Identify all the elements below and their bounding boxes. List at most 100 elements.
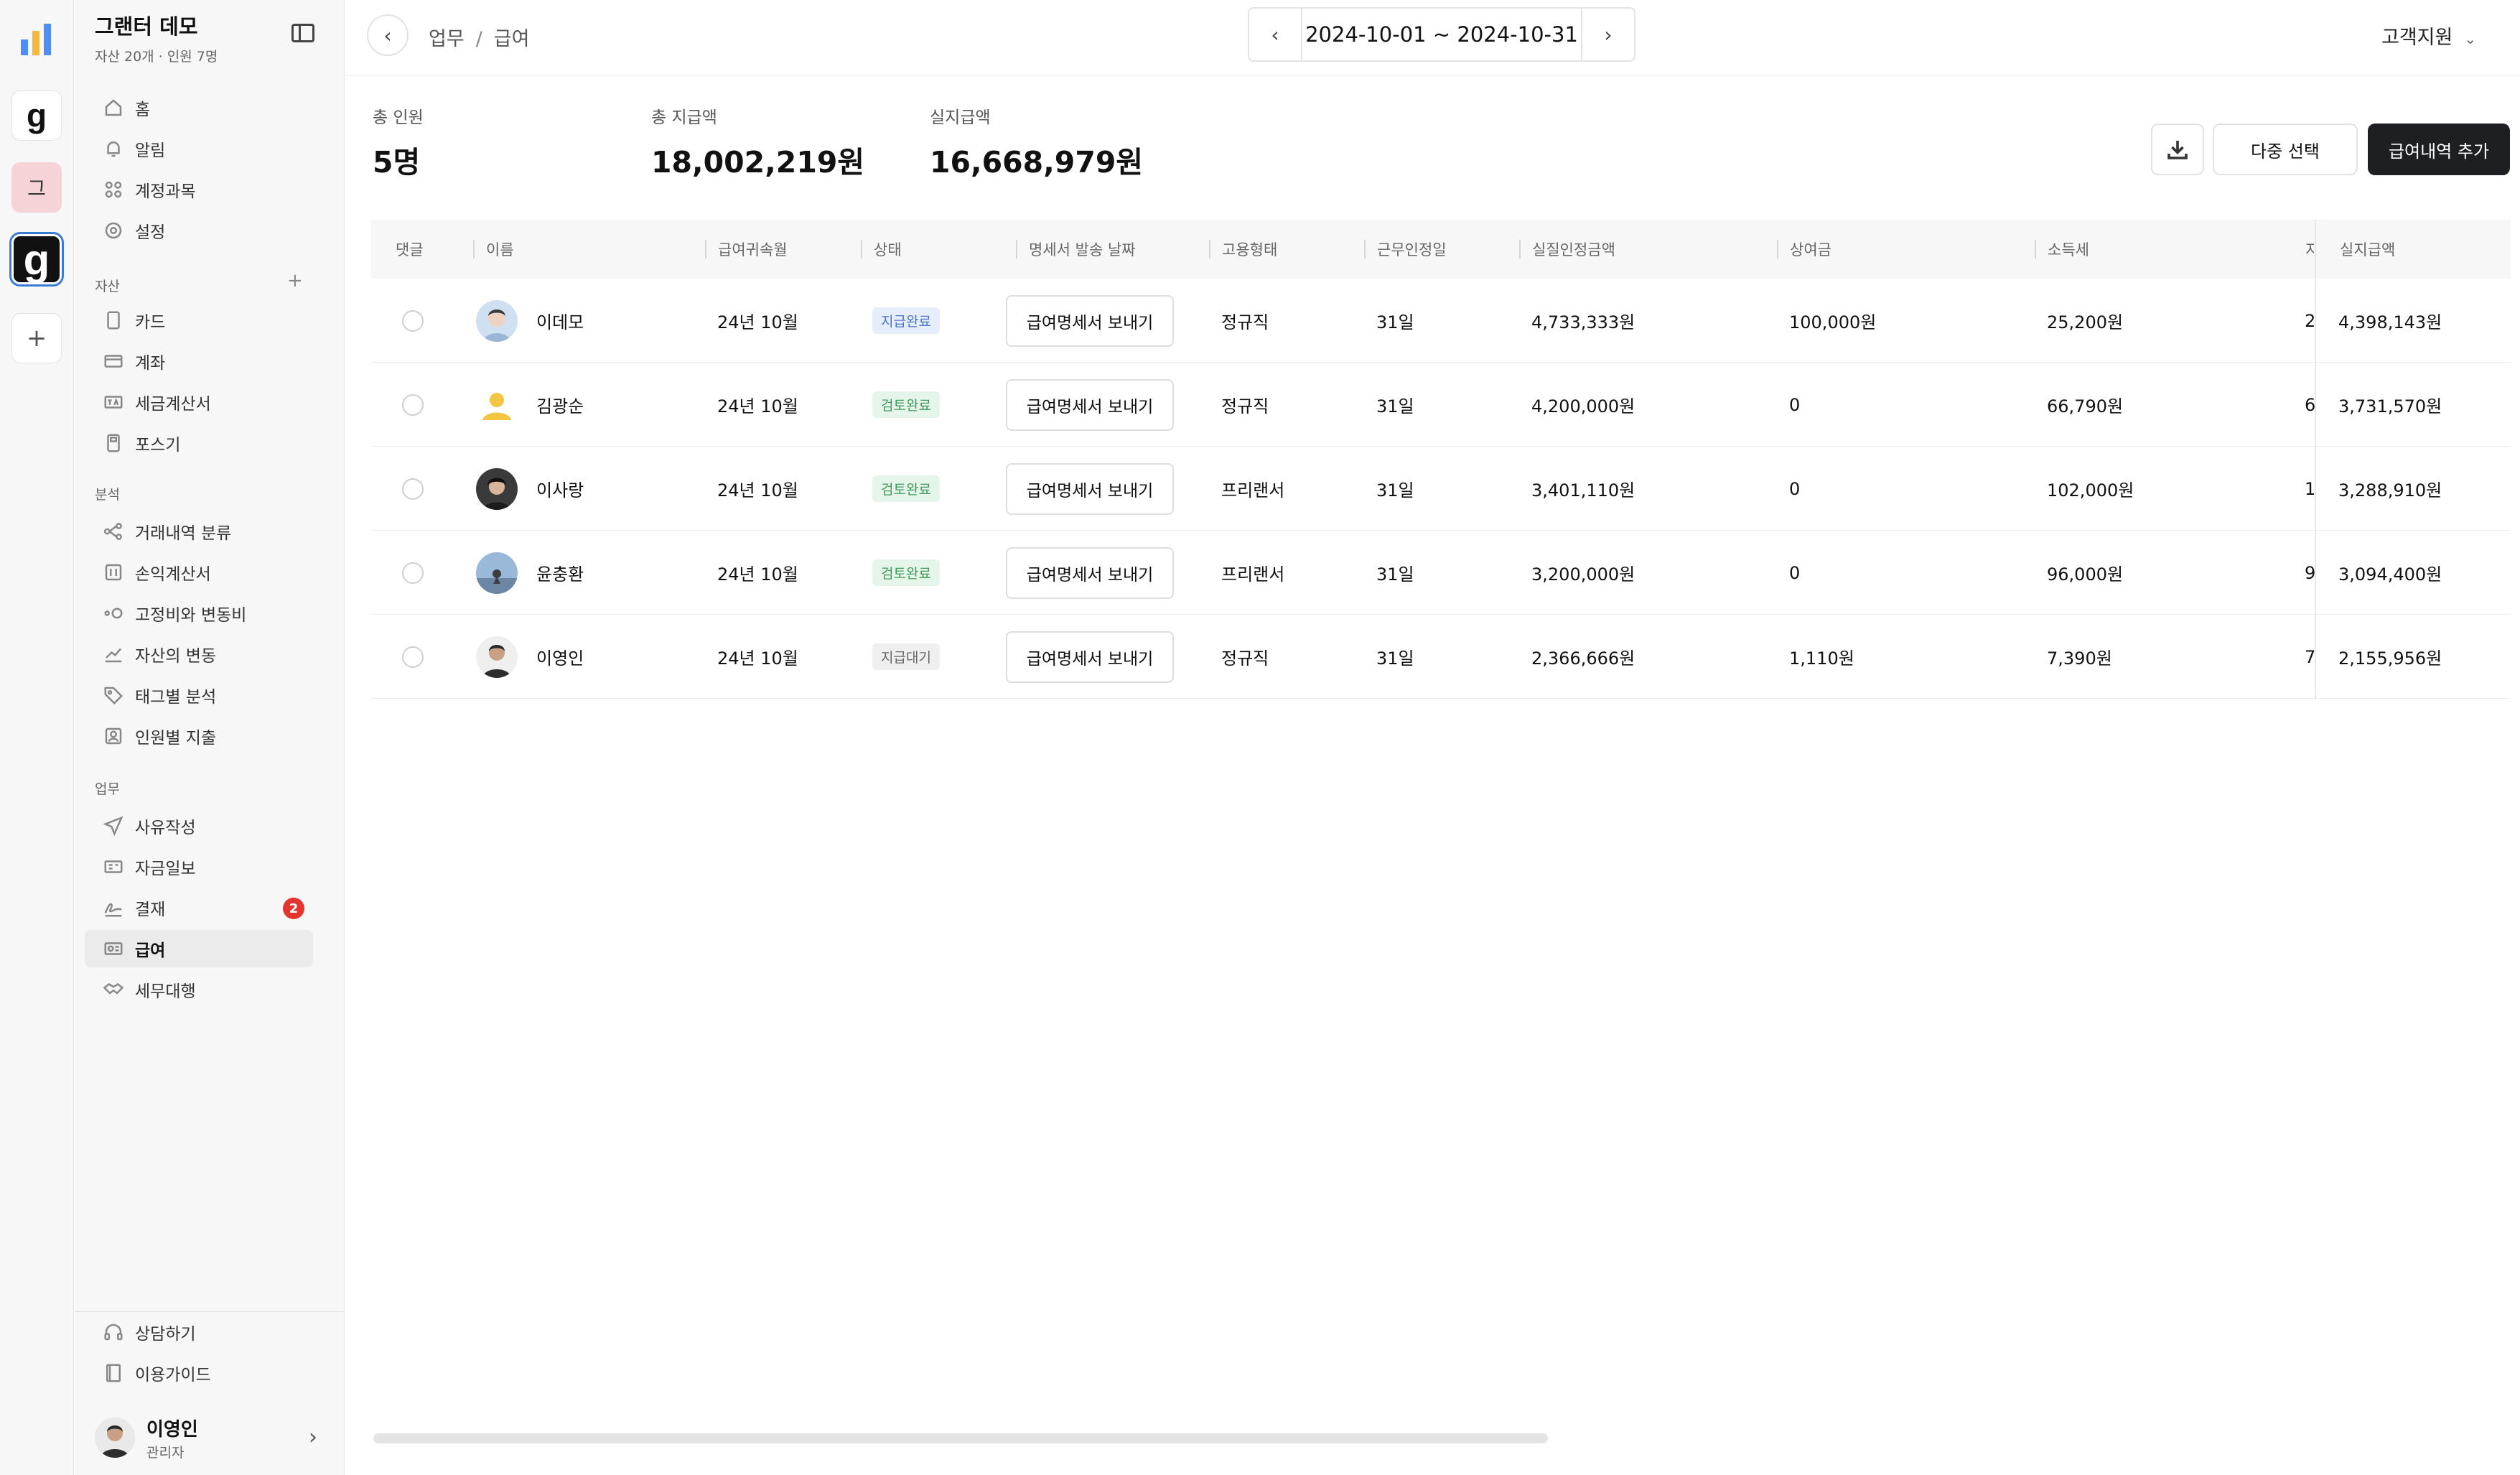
- row-select-radio[interactable]: [402, 478, 424, 500]
- employment-cell: 정규직: [1221, 363, 1269, 447]
- sidebar-item-pnl[interactable]: 손익계산서: [85, 554, 313, 591]
- send-payslip-button[interactable]: 급여명세서 보내기: [1006, 546, 1174, 599]
- recognized-amount: 3,401,110원: [1531, 480, 1635, 501]
- table-row[interactable]: 김광순 24년 10월 검토완료 급여명세서 보내기 정규직 31일 4,200,000원 0…: [371, 363, 2511, 447]
- column-label: 급여귀속월: [718, 241, 788, 259]
- scrollbar-thumb[interactable]: [373, 1433, 1548, 1443]
- row-select-radio[interactable]: [402, 562, 424, 584]
- table-row[interactable]: 윤충환 24년 10월 검토완료 급여명세서 보내기 프리랜서 31일 3,200,000원…: [371, 531, 2511, 615]
- pay-month: 24년 10월: [717, 480, 798, 501]
- sidebar-item-guide[interactable]: 이용가이드: [85, 1354, 313, 1392]
- sidebar-toggle-icon[interactable]: [291, 24, 314, 42]
- column-header-name[interactable]: 이름: [473, 238, 514, 260]
- column-header-local-tax[interactable]: 지: [2305, 238, 2314, 260]
- row-select-radio[interactable]: [402, 646, 424, 668]
- column-header-status[interactable]: 상태: [861, 238, 902, 260]
- bonus-cell: 0: [1789, 363, 1800, 447]
- net-cell: 4,398,143원: [2338, 279, 2442, 363]
- employment-type: 정규직: [1221, 396, 1269, 417]
- table-row[interactable]: 이사랑 24년 10월 검토완료 급여명세서 보내기 프리랜서 31일 3,401,110원…: [371, 447, 2511, 531]
- column-header-month[interactable]: 급여귀속월: [705, 238, 788, 260]
- company-header[interactable]: 그랜터 데모 자산 20개 · 인원 7명: [95, 10, 218, 65]
- column-header-sent-date[interactable]: 명세서 발송 날짜: [1016, 238, 1136, 260]
- column-header-employment[interactable]: 고용형태: [1209, 238, 1277, 260]
- workdays-cell: 31일: [1376, 615, 1414, 699]
- add-workspace-button[interactable]: +: [11, 313, 62, 363]
- sidebar-item-bank[interactable]: 계좌: [85, 343, 313, 380]
- sidebar-item-asset-change[interactable]: 자산의 변동: [85, 636, 313, 673]
- column-header-workdays[interactable]: 근무인정일: [1364, 238, 1447, 260]
- sidebar-item-tag-analysis[interactable]: 태그별 분석: [85, 676, 313, 714]
- sidebar-item-label: 세무대행: [135, 982, 196, 1001]
- sidebar-item-approval[interactable]: 결재: [85, 889, 313, 926]
- column-header-recognized[interactable]: 실질인정금액: [1519, 238, 1615, 260]
- prev-period-button[interactable]: ‹: [1249, 9, 1302, 60]
- workspace-active-button[interactable]: g: [11, 234, 62, 284]
- workspace-k-button[interactable]: 그: [11, 162, 62, 213]
- send-payslip-button[interactable]: 급여명세서 보내기: [1006, 294, 1174, 347]
- chevron-right-icon: ›: [1604, 22, 1613, 47]
- date-range-value[interactable]: 2024-10-01 ~ 2024-10-31: [1305, 22, 1578, 47]
- sidebar-item-alerts[interactable]: 알림: [85, 130, 313, 167]
- sidebar-item-tax-invoice[interactable]: 세금계산서: [85, 383, 313, 421]
- avatar: [95, 1418, 135, 1458]
- sidebar-item-person-spend[interactable]: 인원별 지출: [85, 717, 313, 755]
- sidebar-item-pos[interactable]: 포스기: [85, 424, 313, 462]
- bonus-amount: 0: [1789, 562, 1801, 583]
- employee-name[interactable]: 이영인: [536, 648, 584, 669]
- sidebar-item-home[interactable]: 홈: [85, 89, 313, 126]
- table-row[interactable]: 이데모 24년 10월 지급완료 급여명세서 보내기 정규직 31일 4,733,333원 1…: [371, 279, 2511, 363]
- user-profile[interactable]: 이영인 관리자 ›: [95, 1412, 332, 1464]
- income-tax-amount: 7,390원: [2047, 648, 2112, 669]
- send-payslip-button[interactable]: 급여명세서 보내기: [1006, 378, 1174, 431]
- row-select-radio[interactable]: [402, 394, 424, 416]
- sidebar-item-payroll[interactable]: 급여: [85, 930, 313, 967]
- stat-value: 18,002,219원: [651, 145, 865, 180]
- employee-name[interactable]: 이사랑: [536, 480, 584, 501]
- horizontal-scrollbar[interactable]: [373, 1433, 2315, 1443]
- column-header-comment[interactable]: 댓글: [396, 238, 424, 260]
- employee-name[interactable]: 이데모: [536, 312, 584, 332]
- stat-label: 실지급액: [930, 108, 991, 127]
- support-menu[interactable]: 고객지원 ⌄: [2381, 22, 2476, 50]
- send-payslip-button[interactable]: 급여명세서 보내기: [1006, 462, 1174, 515]
- sidebar-item-tax-agent[interactable]: 세무대행: [85, 971, 313, 1008]
- month-cell: 24년 10월: [717, 447, 798, 531]
- sidebar-item-classify[interactable]: 거래내역 분류: [85, 513, 313, 550]
- sidebar-item-daily-report[interactable]: 자금일보: [85, 848, 313, 885]
- sidebar-item-reason[interactable]: 사유작성: [85, 807, 313, 844]
- income-tax-amount: 102,000원: [2047, 480, 2134, 501]
- person-icon: [102, 725, 125, 748]
- send-payslip-button[interactable]: 급여명세서 보내기: [1006, 631, 1174, 683]
- net-cell: 3,094,400원: [2338, 531, 2442, 615]
- bonus-amount: 0: [1789, 394, 1801, 415]
- sidebar-item-accounts[interactable]: 계정과목: [85, 171, 313, 208]
- table-row[interactable]: 이영인 24년 10월 지급대기 급여명세서 보내기 정규직 31일 2,366,666원 1…: [371, 615, 2511, 699]
- status-badge: 지급대기: [872, 643, 940, 670]
- add-asset-icon[interactable]: +: [287, 270, 303, 292]
- workspace-letter: g: [26, 97, 47, 134]
- column-header-net[interactable]: 실지급액: [2340, 238, 2395, 260]
- employee-name[interactable]: 윤충환: [536, 564, 584, 585]
- status-cell: 검토완료: [872, 531, 940, 615]
- back-button[interactable]: ‹: [367, 14, 409, 56]
- sidebar-item-card[interactable]: 카드: [85, 302, 313, 339]
- multi-select-button[interactable]: 다중 선택: [2213, 124, 2358, 175]
- workspace-g-button[interactable]: g: [11, 90, 62, 141]
- next-period-button[interactable]: ›: [1581, 9, 1634, 60]
- column-header-bonus[interactable]: 상여금: [1777, 238, 1831, 260]
- sidebar-item-label: 고정비와 변동비: [135, 606, 247, 625]
- breadcrumb-item-work[interactable]: 업무: [429, 28, 465, 50]
- sidebar-item-settings[interactable]: 설정: [85, 212, 313, 249]
- employee-name[interactable]: 김광순: [536, 396, 584, 417]
- add-payroll-button[interactable]: 급여내역 추가: [2368, 124, 2510, 175]
- sidebar-item-consult[interactable]: 상담하기: [85, 1313, 313, 1351]
- row-select-radio[interactable]: [402, 310, 424, 332]
- sidebar-item-costs[interactable]: 고정비와 변동비: [85, 595, 313, 632]
- column-header-income-tax[interactable]: 소득세: [2035, 238, 2089, 260]
- work-days: 31일: [1376, 396, 1414, 417]
- status-badge: 검토완료: [872, 391, 940, 418]
- chart-logo-icon[interactable]: [11, 14, 62, 65]
- download-button[interactable]: [2151, 124, 2204, 175]
- stat-net-paid: 실지급액 16,668,979원: [930, 103, 1143, 181]
